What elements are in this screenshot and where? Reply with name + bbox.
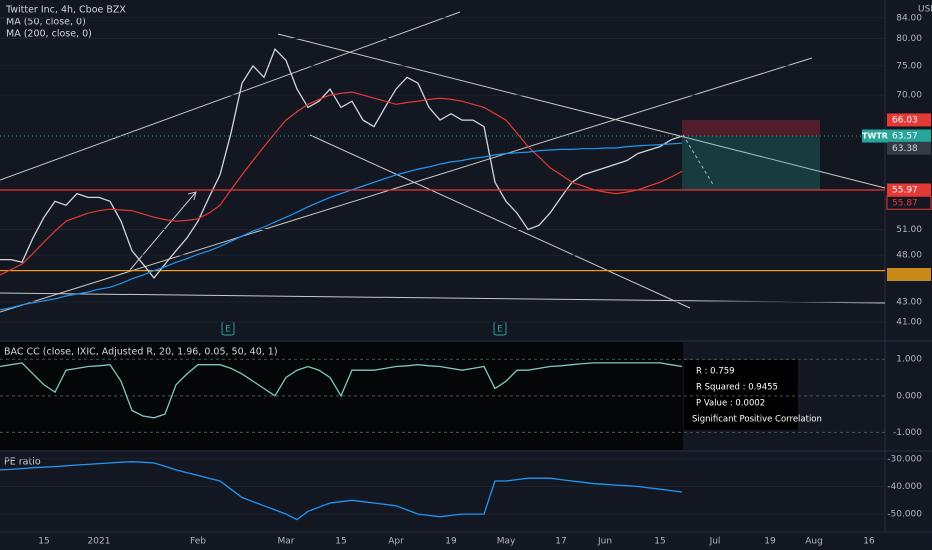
trend-line xyxy=(309,134,691,309)
stat-text: R Squared : 0.9455 xyxy=(696,383,778,393)
price-label-box xyxy=(887,141,931,155)
support-line xyxy=(0,270,885,272)
x-tick-label: 15 xyxy=(335,537,346,547)
stat-text: R : 0.759 xyxy=(696,367,735,377)
earnings-label[interactable]: E xyxy=(225,325,231,335)
series-line xyxy=(0,48,683,279)
level-label xyxy=(887,268,931,281)
x-tick-label: Aug xyxy=(805,537,823,547)
pe-title: PE ratio xyxy=(4,457,41,468)
position-stop xyxy=(682,136,820,191)
price-label: 55.87 xyxy=(892,198,918,208)
y-tick-label: -40.000 xyxy=(887,482,922,492)
trend-line xyxy=(0,292,886,304)
y-tick-label: 84.00 xyxy=(896,13,922,23)
price-label-box xyxy=(887,113,931,127)
symbol-label-box xyxy=(862,129,888,143)
arrow-head xyxy=(187,191,197,201)
y-tick-label: 80.00 xyxy=(896,34,922,44)
y-tick-label: -30.000 xyxy=(887,454,922,464)
position-target xyxy=(682,119,820,137)
x-tick-label: Jul xyxy=(709,537,721,547)
drawings xyxy=(0,11,886,313)
trend-line xyxy=(0,11,461,181)
indicator-title: BAC CC (close, IXIC, Adjusted R, 20, 1.9… xyxy=(4,347,278,358)
x-tick-label: Feb xyxy=(190,537,206,547)
stats-box xyxy=(684,360,798,430)
price-label-box xyxy=(887,183,931,197)
price-label: 66.03 xyxy=(892,115,918,125)
stat-text: P Value : 0.0002 xyxy=(696,399,765,409)
x-tick-label: 15 xyxy=(38,537,49,547)
y-tick-label: 51.00 xyxy=(896,225,922,235)
x-tick-label: 2021 xyxy=(88,537,111,547)
symbol-title: Twitter Inc, 4h, Cboe BZX xyxy=(5,5,126,16)
y-tick-label: 75.00 xyxy=(896,61,922,71)
trend-line xyxy=(0,57,813,313)
legend-ma200: MA (200, close, 0) xyxy=(6,29,92,40)
series-line xyxy=(0,362,683,419)
y-tick-label: -50.000 xyxy=(887,510,922,520)
price-label: 63.38 xyxy=(892,144,918,154)
series-line xyxy=(0,91,683,276)
legend-ma50: MA (50, close, 0) xyxy=(6,17,86,28)
x-tick-label: May xyxy=(497,537,516,547)
x-tick-label: Mar xyxy=(278,537,295,547)
y-tick-label: 70.00 xyxy=(896,91,922,101)
y-tick-label: 41.00 xyxy=(896,318,922,328)
price-label: 63.57 xyxy=(892,132,918,142)
x-tick-label: Jun xyxy=(597,537,612,547)
y-tick-label: 1.000 xyxy=(896,355,922,365)
y-tick-label: 0.000 xyxy=(896,391,922,401)
x-tick-label: 19 xyxy=(445,537,457,547)
price-label-box xyxy=(886,195,932,210)
price-label-box xyxy=(887,129,931,143)
x-tick-label: Apr xyxy=(388,537,404,547)
y-tick-label: 48.00 xyxy=(896,251,922,261)
stat-text: Significant Positive Correlation xyxy=(692,415,822,425)
currency-label: USD xyxy=(918,5,932,15)
earnings-label[interactable]: E xyxy=(497,325,503,335)
x-tick-label: 19 xyxy=(764,537,776,547)
series-line xyxy=(0,142,683,311)
y-tick-label: -1.000 xyxy=(893,428,922,438)
symbol-label: TWTR xyxy=(862,132,888,141)
price-label: 55.97 xyxy=(892,186,918,196)
projection-line xyxy=(682,134,715,187)
arrow-line xyxy=(129,191,197,271)
x-tick-label: 15 xyxy=(654,537,665,547)
y-tick-label: 43.00 xyxy=(896,297,922,307)
trend-line xyxy=(277,33,886,189)
x-tick-label: 16 xyxy=(863,537,875,547)
x-tick-label: 17 xyxy=(555,537,566,547)
series-line xyxy=(0,461,683,521)
